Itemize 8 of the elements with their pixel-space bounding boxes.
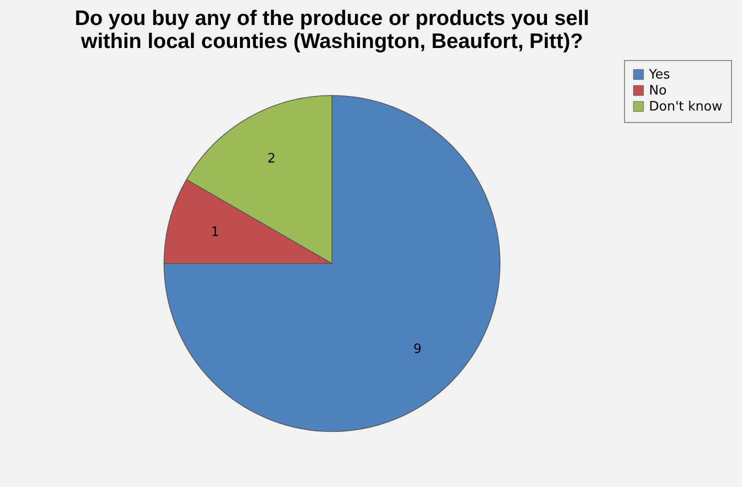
pie-slice (164, 95, 500, 432)
legend-label: No (649, 84, 667, 98)
data-label: 1 (211, 225, 220, 240)
data-label: 2 (267, 152, 276, 167)
legend-label: Yes (648, 68, 670, 82)
chart-title: Do you buy any of the produce or products you sell within local counties (Washington, Beaufort, Pitt)? (74, 7, 590, 53)
legend-label: Don't know (649, 100, 723, 114)
data-label: 9 (413, 342, 422, 358)
